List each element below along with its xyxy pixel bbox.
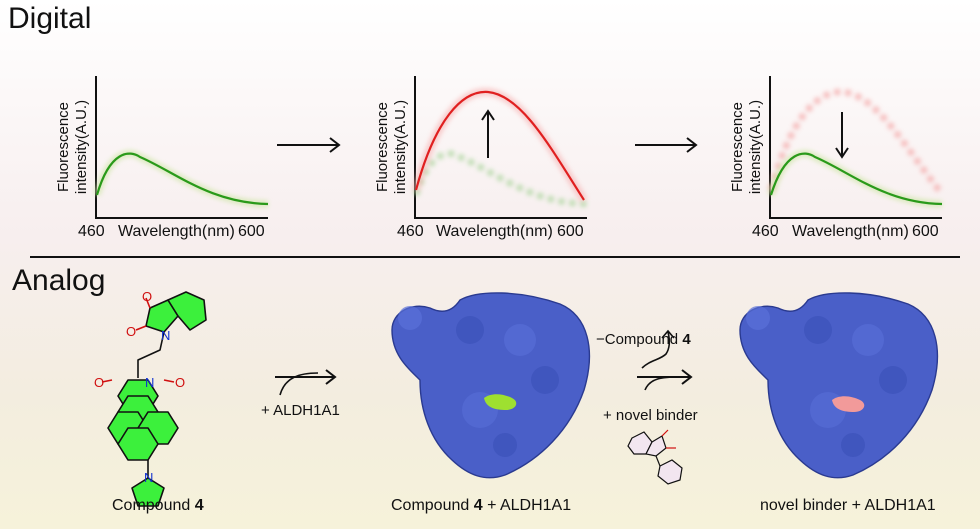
spectrum-panel-3 <box>767 76 943 219</box>
reagent-aldh1a1: + ALDH1A1 <box>261 402 340 419</box>
arrow-digital-1 <box>277 137 341 153</box>
spectrum-panel-2 <box>412 76 588 219</box>
atom-o-2: O <box>126 324 136 339</box>
novel-binder-structure <box>627 429 683 485</box>
caption-complex-2: novel binder + ALDH1A1 <box>760 497 936 514</box>
red-curve-2 <box>414 90 585 201</box>
section-divider <box>30 256 960 258</box>
spectrum-panel-1 <box>93 76 269 219</box>
digital-title: Digital <box>8 2 92 35</box>
compound-4-structure <box>101 291 207 507</box>
atom-o-1: O <box>142 289 152 304</box>
x-end-3: 600 <box>912 223 939 240</box>
green-curve-3 <box>769 152 943 206</box>
reaction-arrow-1 <box>275 369 337 396</box>
red-curve-glow-2 <box>412 87 588 203</box>
atom-n-2: N <box>145 375 154 390</box>
ylabel-3: Fluorescence intensity(A.U.) <box>729 99 764 195</box>
ligand-novel-binder <box>832 396 865 412</box>
xlabel-3: Wavelength(nm) <box>792 223 909 240</box>
atom-n-3: N <box>144 470 153 485</box>
atom-o-3: O <box>94 375 104 390</box>
green-curve-1 <box>95 152 269 206</box>
faded-green-curve-2 <box>413 150 588 207</box>
x-end-2: 600 <box>557 223 584 240</box>
atom-o-4: O <box>175 375 185 390</box>
reagent-novel-binder: + novel binder <box>603 407 698 424</box>
ylabel-2: Fluorescence intensity(A.U.) <box>374 99 409 195</box>
ylabel-1: Fluorescence intensity(A.U.) <box>55 99 90 195</box>
x-start-3: 460 <box>752 223 779 240</box>
arrow-digital-2 <box>635 137 698 153</box>
ligand-compound-4 <box>484 394 517 410</box>
axes-2 <box>414 76 587 219</box>
x-start-1: 460 <box>78 223 105 240</box>
faded-red-curve-3 <box>768 88 942 192</box>
xlabel-2: Wavelength(nm) <box>436 223 553 240</box>
analog-svg: O O N N O O N <box>94 289 939 507</box>
atom-n-1: N <box>161 328 170 343</box>
caption-compound-4: Compound 4 <box>112 497 204 514</box>
protein-aldh1a1-1 <box>391 292 591 479</box>
minus-compound-4: −Compound 4 <box>596 331 691 348</box>
axes-1 <box>95 76 268 219</box>
caption-complex-1: Compound 4 + ALDH1A1 <box>391 497 572 514</box>
analog-title: Analog <box>12 264 106 297</box>
x-end-1: 600 <box>238 223 265 240</box>
spectra-svg <box>93 76 943 219</box>
reaction-arrow-2 <box>637 329 693 391</box>
protein-aldh1a1-2 <box>739 292 939 479</box>
x-start-2: 460 <box>397 223 424 240</box>
axes-3 <box>769 76 942 219</box>
xlabel-1: Wavelength(nm) <box>118 223 235 240</box>
